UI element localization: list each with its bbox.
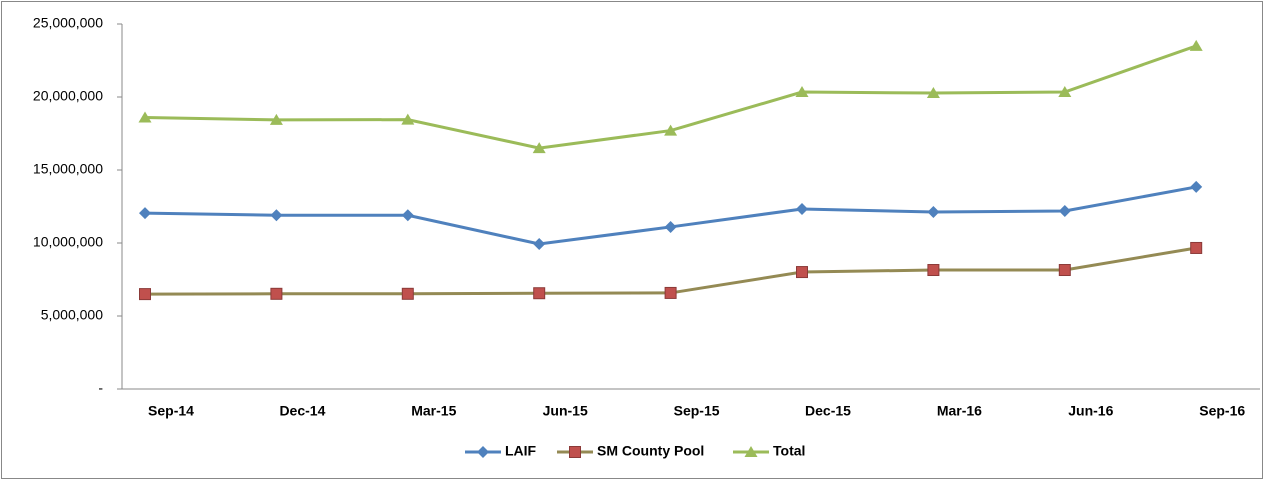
x-tick-label: Jun-16	[1068, 403, 1113, 419]
x-tick-label: Sep-15	[674, 403, 720, 419]
marker	[1190, 241, 1203, 254]
legend-label: SM County Pool	[597, 443, 704, 459]
legend-marker	[477, 446, 489, 458]
marker	[664, 124, 678, 136]
marker	[664, 286, 677, 299]
x-tick-label: Sep-14	[148, 403, 194, 419]
marker	[927, 264, 940, 277]
x-tick-label: Sep-16	[1199, 403, 1245, 419]
marker	[1058, 86, 1072, 98]
legend-marker	[569, 446, 581, 458]
y-tick-label: 25,000,000	[33, 15, 103, 31]
marker	[927, 206, 940, 219]
marker	[270, 209, 283, 222]
legend-marker	[744, 446, 758, 457]
marker	[270, 287, 283, 300]
marker	[795, 86, 809, 98]
marker	[664, 220, 677, 233]
marker	[533, 238, 546, 251]
y-tick-label: 15,000,000	[33, 161, 103, 177]
marker	[138, 111, 152, 123]
marker	[269, 113, 283, 125]
marker	[532, 142, 546, 154]
marker	[1190, 180, 1203, 193]
marker	[926, 87, 940, 99]
x-tick-label: Mar-15	[411, 403, 456, 419]
x-tick-label: Dec-15	[805, 403, 851, 419]
marker	[139, 288, 151, 301]
marker	[401, 209, 414, 222]
x-tick-label: Jun-15	[543, 403, 588, 419]
marker	[533, 287, 546, 300]
y-tick-label: 5,000,000	[41, 307, 103, 323]
legend-label: Total	[773, 443, 805, 459]
marker	[401, 113, 415, 125]
marker	[401, 287, 414, 300]
marker	[1058, 264, 1071, 277]
marker	[1189, 39, 1203, 51]
marker	[139, 207, 151, 220]
marker	[1058, 205, 1071, 218]
marker	[796, 202, 808, 215]
y-tick-label: 20,000,000	[33, 88, 103, 104]
y-tick-label: 10,000,000	[33, 234, 103, 250]
marker	[796, 266, 808, 279]
y-tick-label: -	[98, 380, 103, 396]
legend-label: LAIF	[505, 443, 537, 459]
x-tick-label: Mar-16	[937, 403, 982, 419]
x-tick-label: Dec-14	[279, 403, 325, 419]
